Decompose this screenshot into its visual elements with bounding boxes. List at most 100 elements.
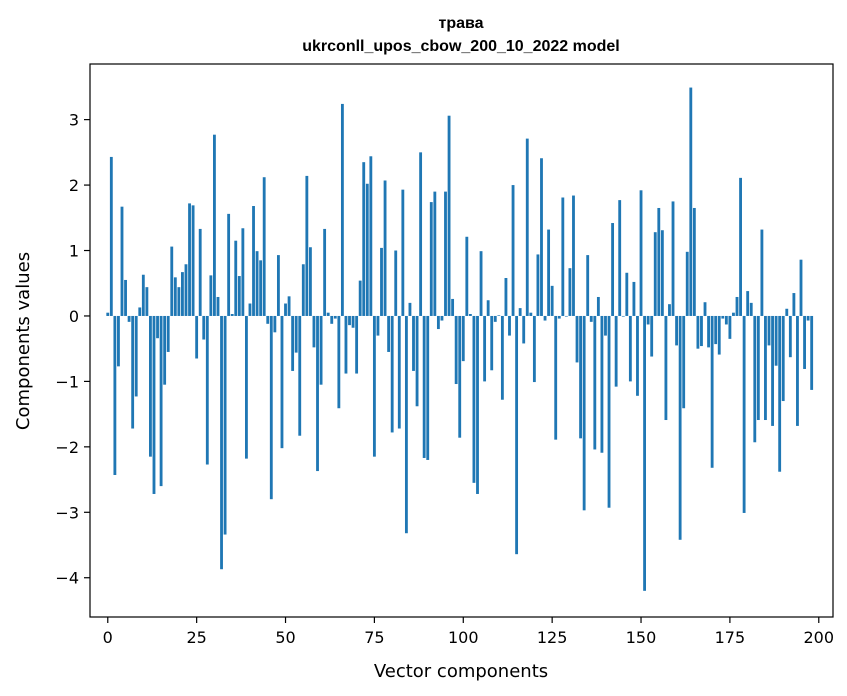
- bar: [109, 156, 113, 316]
- bar: [209, 275, 213, 316]
- bar: [575, 315, 579, 363]
- bar: [291, 315, 295, 371]
- bar: [404, 315, 408, 534]
- bar: [561, 197, 565, 316]
- bar: [735, 296, 739, 316]
- bar: [703, 302, 707, 316]
- bar: [301, 264, 305, 316]
- bar: [589, 315, 593, 322]
- bar: [518, 308, 522, 316]
- bar: [806, 315, 810, 321]
- bar: [333, 315, 337, 319]
- bar: [319, 315, 323, 385]
- bar: [685, 251, 689, 316]
- bar: [810, 315, 814, 390]
- bar: [593, 315, 597, 450]
- bar: [372, 315, 376, 457]
- x-tick-label: 100: [448, 628, 479, 647]
- x-tick-label: 150: [626, 628, 657, 647]
- bar: [671, 201, 675, 316]
- bar: [308, 247, 312, 316]
- bar: [287, 296, 291, 316]
- bar: [600, 315, 604, 453]
- bar: [682, 315, 686, 409]
- bar: [493, 315, 497, 322]
- y-axis-ticks: −4 −3 −2 −1 0 1 2 3: [55, 111, 90, 588]
- bar: [202, 315, 206, 340]
- x-tick-label: 200: [804, 628, 835, 647]
- bar: [447, 115, 451, 316]
- bar: [721, 315, 725, 319]
- bar: [724, 315, 728, 325]
- bar: [664, 315, 668, 421]
- bar: [348, 315, 351, 326]
- bar: [351, 315, 355, 328]
- bar: [380, 247, 383, 316]
- bar: [486, 300, 490, 316]
- bar: [113, 315, 117, 475]
- bar: [362, 162, 366, 316]
- bar: [177, 287, 181, 316]
- bar: [803, 315, 806, 369]
- bar: [170, 246, 174, 316]
- bar: [692, 207, 696, 316]
- bar: [604, 315, 607, 336]
- bar: [796, 315, 799, 426]
- bar: [408, 302, 412, 316]
- bar: [305, 175, 309, 316]
- bar: [749, 302, 753, 316]
- bar: [760, 229, 764, 316]
- bar: [444, 191, 447, 316]
- bar: [799, 259, 803, 316]
- bar: [657, 207, 661, 316]
- x-tick-label: 0: [103, 628, 113, 647]
- bar: [181, 272, 184, 316]
- bar: [621, 315, 625, 317]
- bar: [230, 314, 234, 316]
- bar: [397, 315, 401, 429]
- bar: [120, 206, 124, 316]
- bar: [422, 315, 426, 458]
- bar: [554, 315, 558, 440]
- x-tick-label: 25: [186, 628, 206, 647]
- bar: [564, 315, 568, 317]
- bar: [522, 315, 526, 344]
- bar: [141, 274, 145, 316]
- x-axis-ticks: 0 25 50 75 100 125 150 175 200: [103, 617, 834, 647]
- bar: [675, 315, 678, 346]
- bar: [504, 278, 508, 316]
- bar: [536, 254, 540, 316]
- bar: [419, 152, 423, 316]
- bar: [269, 315, 273, 500]
- bar: [653, 232, 657, 316]
- bar: [625, 272, 629, 316]
- bar: [237, 276, 241, 316]
- bar: [764, 315, 767, 421]
- bar: [401, 189, 405, 316]
- bar: [771, 315, 774, 426]
- bar: [344, 315, 348, 374]
- y-tick-label: 1: [69, 242, 79, 261]
- bar: [700, 315, 703, 347]
- bar: [241, 228, 245, 316]
- bar: [572, 195, 575, 316]
- bar: [732, 312, 735, 316]
- bar: [465, 236, 469, 316]
- bar: [284, 303, 287, 316]
- bar: [159, 315, 163, 487]
- bar: [152, 315, 156, 494]
- chart-title: трава: [438, 15, 483, 32]
- bar: [127, 315, 131, 322]
- bar: [358, 280, 362, 316]
- bar: [436, 315, 440, 330]
- bar: [696, 315, 700, 349]
- bar: [245, 315, 248, 459]
- bar: [497, 315, 501, 316]
- bar: [383, 180, 387, 316]
- bar: [394, 250, 398, 316]
- bar: [742, 315, 746, 513]
- bar: [515, 315, 519, 555]
- bar: [276, 255, 280, 316]
- bar: [184, 264, 188, 316]
- bar: [376, 315, 380, 336]
